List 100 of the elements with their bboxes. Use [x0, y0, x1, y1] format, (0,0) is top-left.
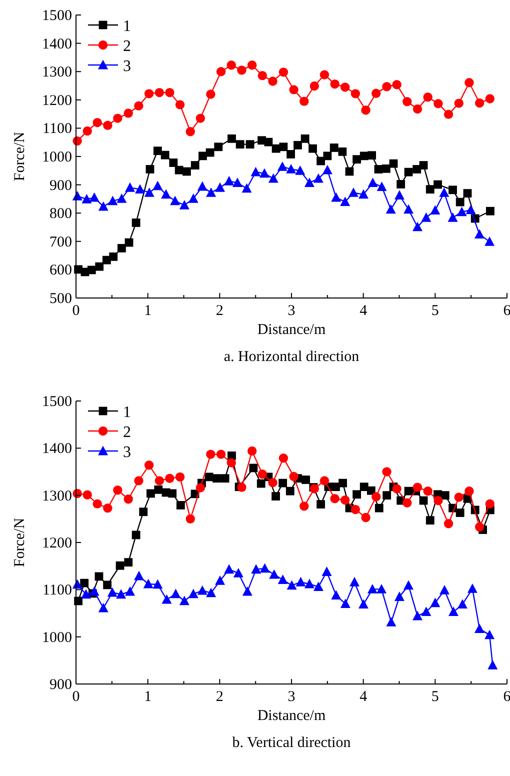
point	[313, 173, 324, 183]
legend-label: 1	[123, 404, 131, 421]
point	[132, 218, 140, 227]
text: b. Vertical direction	[232, 735, 352, 751]
point	[154, 88, 164, 98]
point	[412, 482, 422, 492]
point	[316, 500, 326, 508]
point	[394, 190, 404, 200]
point	[485, 499, 495, 508]
x-tick-label: 3	[288, 303, 296, 319]
point	[382, 164, 390, 173]
point	[135, 184, 146, 194]
y-tick-label: 1000	[42, 630, 72, 646]
point	[169, 158, 178, 167]
point	[272, 492, 280, 500]
point	[260, 563, 270, 573]
point	[430, 205, 440, 214]
point	[421, 606, 432, 616]
point	[444, 519, 454, 528]
point	[289, 472, 298, 482]
point	[350, 504, 360, 514]
x-axis-title: Distance/m	[257, 322, 326, 338]
point	[268, 173, 278, 183]
text: a. Horizontal direction	[224, 349, 360, 365]
point	[394, 592, 404, 601]
point	[82, 490, 92, 500]
point	[386, 617, 396, 626]
point	[456, 198, 464, 206]
point	[372, 88, 381, 98]
y-tick-label: 1400	[42, 36, 72, 52]
x-tick-label: 1	[144, 303, 152, 319]
point	[152, 579, 163, 589]
point	[103, 503, 112, 513]
point	[124, 558, 133, 567]
point	[454, 492, 464, 502]
point	[463, 189, 472, 198]
point	[206, 588, 216, 598]
point	[412, 222, 422, 232]
point	[376, 182, 387, 191]
point	[117, 244, 126, 252]
point	[107, 587, 118, 597]
point	[396, 180, 406, 188]
point	[331, 590, 342, 600]
point	[220, 474, 230, 483]
x-tick-label: 6	[503, 303, 510, 319]
point	[264, 138, 273, 146]
point	[434, 180, 442, 189]
y-tick-label: 1400	[42, 441, 72, 458]
point	[153, 146, 162, 156]
point	[139, 508, 148, 516]
point	[170, 196, 180, 206]
point	[246, 140, 254, 149]
point	[249, 464, 258, 472]
point	[338, 478, 347, 488]
point	[402, 498, 412, 508]
point	[419, 161, 428, 170]
point	[295, 165, 306, 175]
point	[258, 70, 268, 80]
point	[175, 100, 185, 110]
point	[179, 200, 190, 210]
point	[302, 476, 310, 484]
point	[268, 76, 278, 86]
point	[376, 584, 387, 594]
point	[165, 474, 174, 483]
point	[226, 60, 236, 70]
point	[226, 458, 236, 468]
point	[488, 660, 498, 670]
point	[116, 193, 127, 203]
point	[423, 92, 432, 102]
point	[113, 114, 122, 123]
point	[214, 142, 223, 152]
point	[372, 492, 381, 502]
x-axis-title: Distance/m	[257, 708, 326, 724]
point	[430, 598, 440, 608]
point	[206, 188, 216, 197]
point	[474, 98, 484, 108]
point	[188, 588, 198, 598]
point	[124, 238, 134, 247]
point	[439, 188, 450, 197]
point	[448, 606, 458, 616]
point	[338, 147, 347, 156]
point	[454, 98, 464, 108]
point	[160, 150, 170, 160]
point	[340, 82, 350, 92]
point	[108, 196, 118, 206]
point	[358, 599, 368, 608]
y-tick-label: 1500	[42, 394, 72, 410]
point	[80, 578, 89, 588]
point	[134, 476, 144, 486]
point	[237, 66, 246, 75]
point	[109, 252, 118, 261]
x-tick-label: 4	[360, 689, 368, 705]
point	[434, 496, 443, 506]
point	[161, 189, 172, 199]
point	[197, 585, 208, 595]
point	[466, 204, 476, 214]
point	[304, 178, 314, 188]
point	[92, 118, 102, 128]
y-tick-label: 700	[50, 234, 72, 250]
point	[286, 486, 294, 496]
